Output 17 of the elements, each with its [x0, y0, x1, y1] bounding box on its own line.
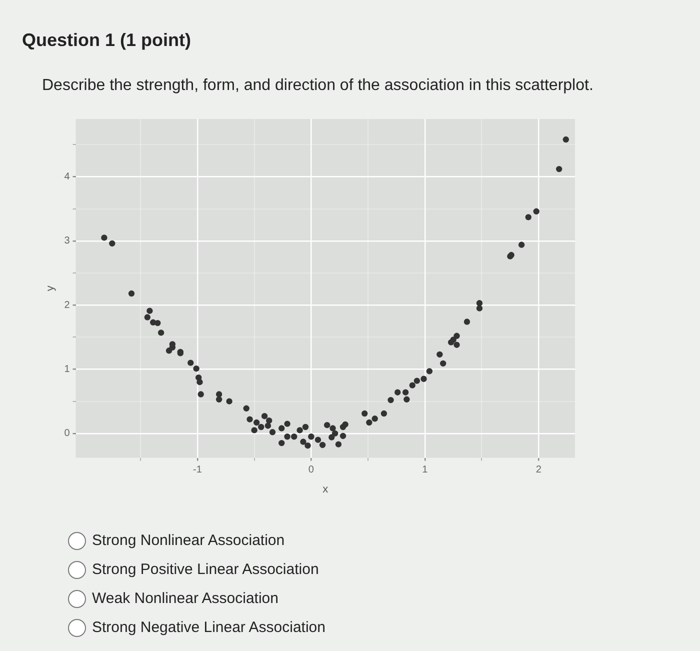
chart-subtitle: Describe the strength, form, and direction of the association in this scatterplot. — [42, 77, 594, 95]
chart-title: Question 1 (1 point) — [22, 30, 191, 51]
y-tick-label: 0 — [64, 428, 70, 440]
text: Strong Nonlinear Association — [92, 532, 285, 549]
y-axis-title: y — [44, 285, 57, 292]
text: Weak Nonlinear Association — [92, 590, 278, 607]
y-tick-label: 2 — [64, 300, 70, 311]
y-tick-label: 3 — [64, 236, 70, 247]
y-tick-label: 4 — [64, 172, 70, 182]
x-axis-title: x — [322, 483, 329, 496]
x-tick-label: 1 — [422, 464, 428, 476]
x-tick-label: -1 — [192, 464, 202, 476]
y-tick-label: 1 — [64, 364, 70, 375]
text: Strong Negative Linear Association — [92, 619, 326, 636]
text: Strong Positive Linear Association — [92, 561, 319, 578]
x-tick-label: 2 — [536, 464, 542, 476]
x-tick-label: 0 — [308, 464, 314, 476]
